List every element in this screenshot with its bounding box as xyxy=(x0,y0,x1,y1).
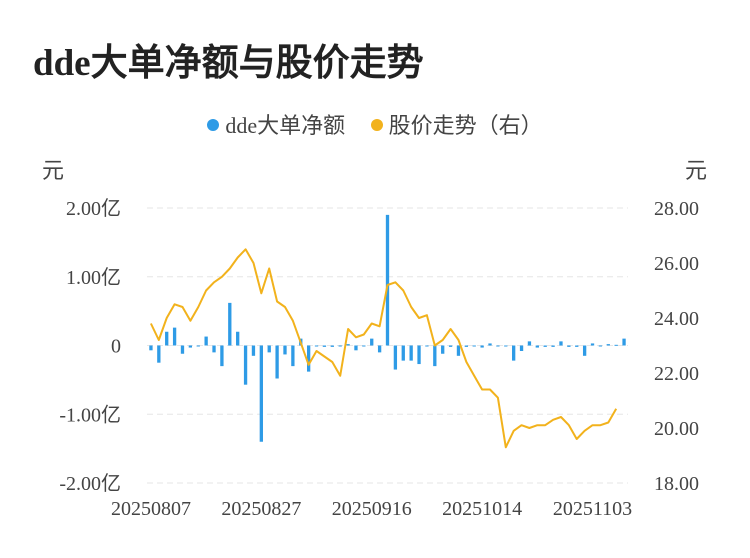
dde-bar[interactable] xyxy=(472,345,476,347)
dde-bar[interactable] xyxy=(425,345,429,347)
dde-bar[interactable] xyxy=(346,344,350,346)
dde-bar[interactable] xyxy=(291,345,295,367)
dde-bar[interactable] xyxy=(385,214,390,346)
dde-bar[interactable] xyxy=(527,341,532,346)
right-tick-label: 26.00 xyxy=(654,253,699,275)
right-axis-unit: 元 xyxy=(685,158,707,183)
dde-bar[interactable] xyxy=(409,345,413,361)
dde-bar[interactable] xyxy=(441,345,445,354)
dde-bar[interactable] xyxy=(172,327,177,346)
dde-bar[interactable] xyxy=(251,345,256,356)
legend-item-price[interactable]: 股价走势（右） xyxy=(370,108,543,140)
dde-bar[interactable] xyxy=(480,345,484,348)
dde-bar[interactable] xyxy=(535,345,539,348)
legend-dot-price xyxy=(370,119,383,131)
dde-bar[interactable] xyxy=(314,345,319,347)
dde-bar[interactable] xyxy=(306,345,311,372)
right-tick-label: 24.00 xyxy=(654,308,699,330)
left-tick-label: 0 xyxy=(111,336,121,358)
dde-bar[interactable] xyxy=(196,345,200,347)
dde-bar[interactable] xyxy=(338,345,342,347)
dde-bar[interactable] xyxy=(165,331,169,346)
dde-bar[interactable] xyxy=(614,344,618,346)
right-tick-label: 22.00 xyxy=(654,363,699,385)
dde-bar[interactable] xyxy=(582,345,587,356)
dde-bar[interactable] xyxy=(606,344,610,346)
dde-bar[interactable] xyxy=(575,345,579,347)
dde-bar[interactable] xyxy=(180,345,185,354)
x-tick-label: 20251014 xyxy=(442,498,522,520)
dde-bar[interactable] xyxy=(401,345,405,361)
dde-bar[interactable] xyxy=(590,343,595,346)
dde-bar[interactable] xyxy=(622,338,626,346)
left-axis-unit: 元 xyxy=(42,158,64,183)
dde-bar[interactable] xyxy=(188,345,193,348)
dde-bar[interactable] xyxy=(283,345,287,355)
dde-bar[interactable] xyxy=(236,331,240,346)
legend-item-dde[interactable]: dde大单净额 xyxy=(207,108,345,140)
dde-bar[interactable] xyxy=(433,345,437,367)
dde-bar[interactable] xyxy=(275,345,279,379)
dde-bar[interactable] xyxy=(512,345,516,361)
dde-bar[interactable] xyxy=(519,345,524,352)
dde-bar[interactable] xyxy=(322,345,327,347)
legend-label-dde: dde大单净额 xyxy=(225,113,346,138)
dde-bar[interactable] xyxy=(362,345,366,347)
chart-title: dde大单净额与股价走势 xyxy=(33,43,424,84)
dde-bar[interactable] xyxy=(504,345,508,347)
dde-bar[interactable] xyxy=(228,302,232,346)
dde-bar[interactable] xyxy=(204,336,208,346)
dde-bar[interactable] xyxy=(212,345,216,353)
dde-bar[interactable] xyxy=(496,345,500,347)
legend: dde大单净额 股价走势（右） xyxy=(0,108,750,140)
left-tick-label: -1.00亿 xyxy=(59,403,121,426)
dde-bar[interactable] xyxy=(567,345,571,347)
x-tick-label: 20251103 xyxy=(553,498,632,520)
dde-bar[interactable] xyxy=(370,338,374,346)
left-tick-label: 2.00亿 xyxy=(66,197,121,220)
dde-bar[interactable] xyxy=(354,345,358,351)
dde-bar[interactable] xyxy=(330,345,334,347)
dde-bar[interactable] xyxy=(220,345,224,367)
dde-bar[interactable] xyxy=(157,345,161,363)
dde-bar[interactable] xyxy=(488,343,492,346)
dde-bar[interactable] xyxy=(377,345,382,353)
legend-label-price: 股价走势（右） xyxy=(388,113,543,138)
dde-bar[interactable] xyxy=(551,345,555,347)
price-line[interactable] xyxy=(149,248,618,449)
left-tick-label: 1.00亿 xyxy=(66,266,121,289)
dde-bar[interactable] xyxy=(543,345,547,347)
x-tick-label: 20250916 xyxy=(332,498,412,520)
dde-bar[interactable] xyxy=(267,345,271,353)
dde-bar[interactable] xyxy=(149,345,153,351)
dde-bar[interactable] xyxy=(448,345,453,347)
x-tick-label: 20250807 xyxy=(111,498,191,520)
right-tick-label: 18.00 xyxy=(654,473,699,495)
right-tick-label: 28.00 xyxy=(654,198,699,220)
left-tick-label: -2.00亿 xyxy=(59,472,121,495)
dde-bar[interactable] xyxy=(259,345,263,442)
dde-bar[interactable] xyxy=(243,345,248,385)
dde-bar[interactable] xyxy=(559,341,563,346)
dde-bar[interactable] xyxy=(598,345,603,347)
x-tick-label: 20250827 xyxy=(221,498,301,520)
legend-dot-dde xyxy=(207,119,220,131)
dde-bar[interactable] xyxy=(417,345,421,365)
dde-bar[interactable] xyxy=(456,345,461,356)
right-tick-label: 20.00 xyxy=(654,418,699,440)
dde-bar[interactable] xyxy=(464,345,469,347)
dde-bar[interactable] xyxy=(393,345,398,370)
